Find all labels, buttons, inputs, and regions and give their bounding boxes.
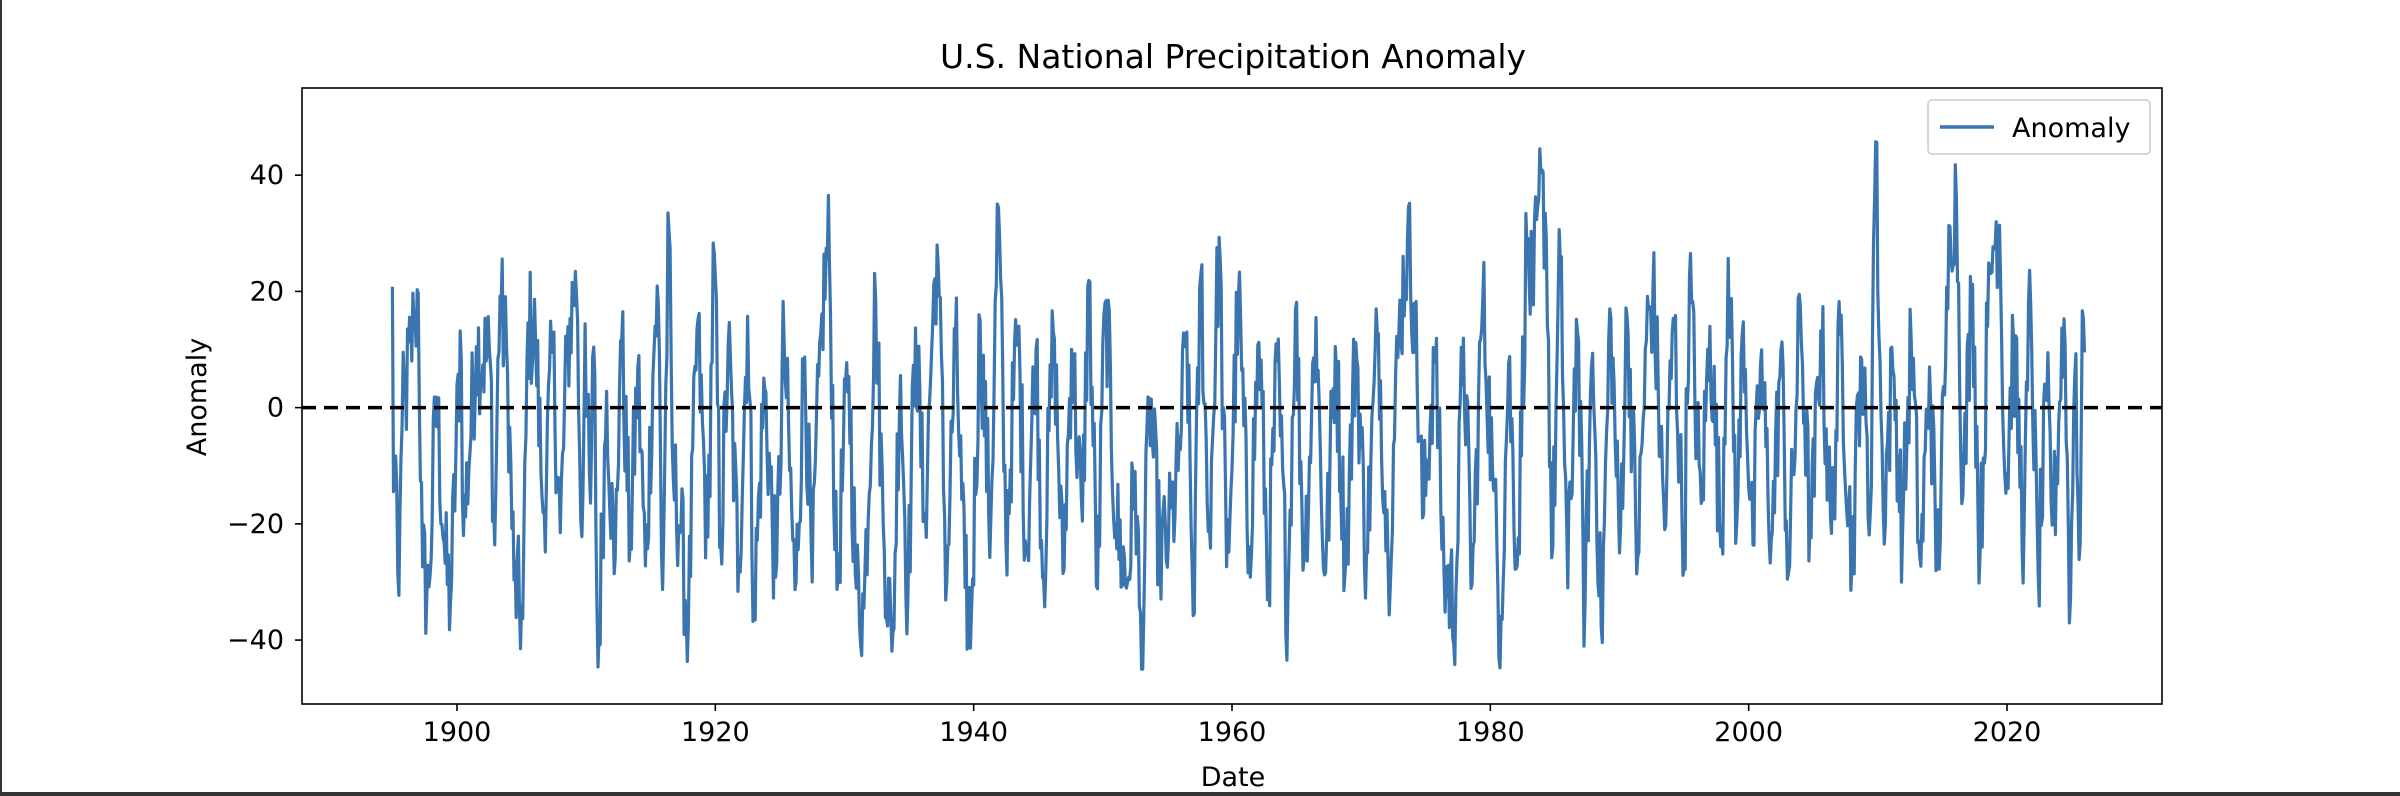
x-tick-label: 1920 bbox=[681, 717, 750, 748]
chart-title: U.S. National Precipitation Anomaly bbox=[940, 37, 1526, 76]
x-tick-label: 2000 bbox=[1714, 717, 1783, 748]
y-tick-label: −20 bbox=[227, 509, 284, 540]
y-tick-label: −40 bbox=[227, 625, 284, 656]
x-tick-label: 1960 bbox=[1198, 717, 1267, 748]
x-tick-label: 1900 bbox=[423, 717, 492, 748]
plot-area: 1900 1920 1940 1960 1980 2000 2020 −40 −20 0 20 40 A… bbox=[227, 87, 2163, 748]
y-tick-label: 40 bbox=[250, 160, 284, 191]
legend-label: Anomaly bbox=[2012, 113, 2130, 144]
y-axis-label: Anomaly bbox=[182, 338, 213, 456]
x-tick-label: 2020 bbox=[1973, 717, 2042, 748]
series-line-anomaly bbox=[390, 140, 2087, 671]
plot-frame bbox=[301, 87, 2163, 705]
legend-box bbox=[1927, 99, 2151, 155]
x-tick-label: 1980 bbox=[1456, 717, 1525, 748]
y-tick-label: 0 bbox=[267, 393, 284, 424]
y-tick-label: 20 bbox=[250, 276, 284, 307]
x-tick-label: 1940 bbox=[939, 717, 1008, 748]
x-axis-label: Date bbox=[1201, 762, 1266, 793]
